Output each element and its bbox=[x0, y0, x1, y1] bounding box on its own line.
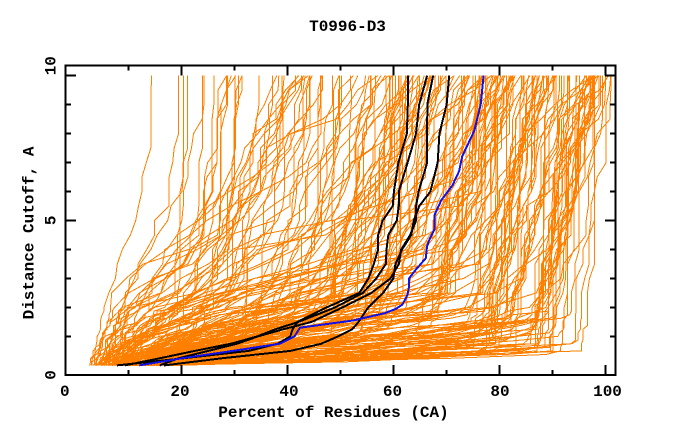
svg-text:60: 60 bbox=[383, 383, 402, 401]
svg-text:20: 20 bbox=[170, 383, 189, 401]
svg-text:40: 40 bbox=[279, 383, 298, 401]
svg-text:10: 10 bbox=[43, 56, 61, 75]
svg-text:Distance Cutoff, A: Distance Cutoff, A bbox=[21, 146, 39, 319]
svg-text:0: 0 bbox=[60, 383, 70, 401]
svg-text:T0996-D3: T0996-D3 bbox=[309, 18, 386, 36]
svg-text:100: 100 bbox=[593, 383, 622, 401]
svg-text:0: 0 bbox=[43, 370, 61, 380]
svg-text:5: 5 bbox=[43, 215, 61, 225]
svg-text:80: 80 bbox=[490, 383, 509, 401]
svg-text:Percent of Residues (CA): Percent of Residues (CA) bbox=[218, 404, 448, 422]
